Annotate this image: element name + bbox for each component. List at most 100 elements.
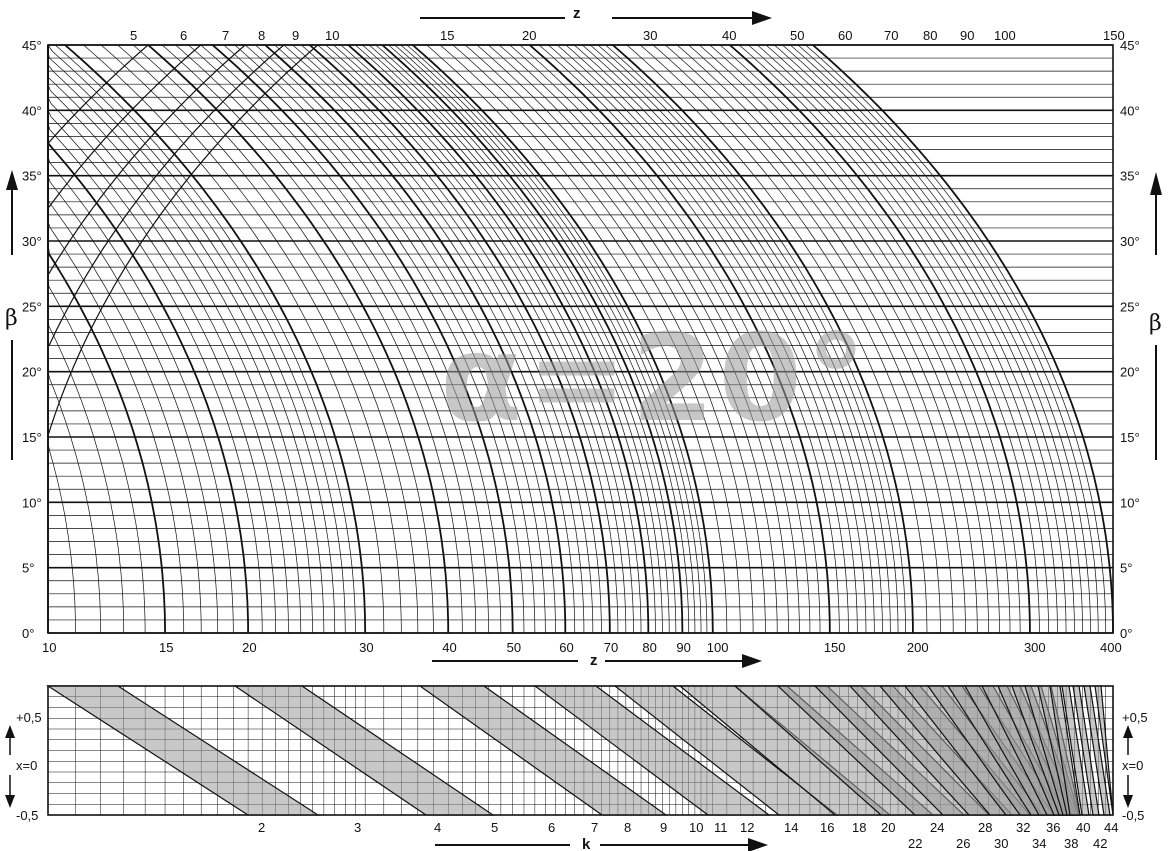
z-curve (147, 44, 450, 633)
beta-tick-label: 30° (22, 234, 42, 249)
z-curve (729, 44, 1031, 633)
mid-z-label: 10 (42, 640, 56, 655)
z-curve (439, 44, 741, 633)
z-curve (529, 44, 831, 633)
z-curve (333, 44, 634, 633)
mid-z-label: 40 (442, 640, 456, 655)
top-z-label: 9 (292, 28, 299, 43)
svg-text:β: β (1149, 311, 1162, 336)
k-label: 6 (548, 820, 555, 835)
z-curve (565, 44, 867, 634)
arrow-up-icon (6, 170, 18, 190)
z-curve (368, 44, 670, 633)
z-curve (805, 44, 1107, 633)
z-curve (464, 44, 766, 633)
z-curve (175, 44, 477, 633)
z-curve (47, 45, 234, 633)
z-curve (639, 44, 941, 633)
z-curve (325, 44, 627, 633)
k-label: 8 (624, 820, 631, 835)
mid-z-label: 60 (559, 640, 573, 655)
beta-tick-label: 40° (1120, 103, 1140, 118)
svg-text:z: z (573, 5, 581, 22)
z-curve (64, 44, 367, 634)
beta-tick-label: 0° (1120, 626, 1132, 641)
x-tick-label: x=0 (16, 758, 37, 773)
beta-tick-label: 45° (22, 38, 42, 53)
z-curve (309, 44, 611, 633)
beta-tick-label: 20° (22, 365, 42, 380)
z-curve (400, 44, 702, 633)
k-band (233, 685, 495, 816)
z-curve (317, 44, 619, 633)
z-curve (301, 44, 602, 633)
mid-z-label: 90 (676, 640, 690, 655)
beta-tick-label: 20° (1120, 365, 1140, 380)
arrow-down-icon (5, 795, 15, 808)
z-curve (48, 44, 319, 434)
z-curve (47, 45, 289, 634)
z-curve (47, 45, 336, 634)
k-label: 4 (434, 820, 441, 835)
k-label: 9 (660, 820, 667, 835)
mid-z-label: 70 (604, 640, 618, 655)
k-label: 11 (714, 820, 728, 835)
top-z-label: 150 (1103, 28, 1125, 43)
mid-z-axis: z (432, 652, 762, 669)
z-curve (234, 44, 536, 634)
mid-z-label: 30 (359, 640, 373, 655)
z-curve (548, 44, 849, 634)
k-label: 3 (354, 820, 361, 835)
k-label: 14 (784, 820, 798, 835)
k-label: 16 (820, 820, 834, 835)
arrow-up-icon (5, 725, 15, 738)
k-band (1072, 685, 1100, 816)
z-curve (498, 44, 800, 633)
z-curve (48, 44, 285, 346)
k-band (533, 685, 771, 816)
top-z-label: 15 (440, 28, 454, 43)
z-curve (347, 44, 650, 633)
svg-text:β: β (5, 306, 18, 331)
top-z-label: 30 (643, 28, 657, 43)
z-curve (452, 44, 754, 633)
k-label: 24 (930, 820, 944, 835)
x-tick-label: -0,5 (1122, 808, 1144, 823)
z-curve (47, 45, 263, 633)
mid-z-label: 200 (907, 640, 929, 655)
top-z-label: 10 (325, 28, 339, 43)
svg-text:z: z (590, 652, 598, 669)
z-curve (223, 44, 525, 634)
z-curve (355, 44, 656, 634)
beta-tick-label: 35° (1120, 169, 1140, 184)
z-curve (556, 44, 858, 633)
z-curve (292, 44, 594, 633)
main-grid (47, 44, 1114, 634)
k-band (1061, 685, 1090, 816)
top-z-axis: z (420, 5, 772, 25)
x-tick-label: +0,5 (16, 710, 42, 725)
k-label: 40 (1076, 820, 1090, 835)
z-curve (283, 44, 585, 633)
arrow-right-icon (752, 11, 772, 25)
z-curve (100, 44, 402, 633)
z-curve (362, 44, 663, 633)
k-label: 2 (258, 820, 265, 835)
z-curve (765, 44, 1067, 634)
z-curve (665, 44, 966, 633)
z-curve (47, 45, 202, 633)
z-curve (406, 44, 708, 633)
arrow-right-icon (742, 654, 762, 668)
top-z-label: 60 (838, 28, 852, 43)
z-curve (211, 44, 514, 634)
z-curve (519, 44, 821, 633)
top-z-label: 5 (130, 28, 137, 43)
k-label: 20 (881, 820, 895, 835)
x-axis-right (1123, 725, 1133, 808)
z-curve (709, 44, 1011, 633)
z-curve (47, 45, 325, 634)
z-curve (388, 44, 690, 633)
z-curve (757, 44, 1058, 634)
beta-right: β (1149, 172, 1162, 460)
